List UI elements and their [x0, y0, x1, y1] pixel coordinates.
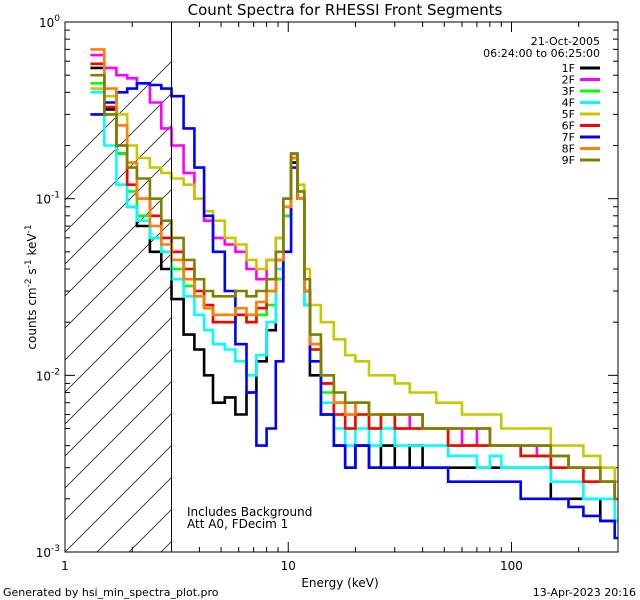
y-label-part-c: keV	[25, 233, 39, 260]
observation-date: 21-Oct-2005	[531, 35, 600, 48]
note-includes-background: Includes Background	[187, 505, 312, 519]
y-tick-label: 100	[39, 14, 60, 30]
x-tick-label: 100	[500, 559, 523, 573]
footer-generator: Generated by hsi_min_spectra_plot.pro	[3, 586, 219, 599]
series-line-9f	[90, 73, 618, 501]
legend-label-7f: 7F	[562, 131, 575, 144]
hatch-line	[65, 220, 172, 329]
hatch-line	[65, 252, 172, 361]
hatch-line	[65, 380, 172, 489]
legend-label-2f: 2F	[562, 74, 575, 87]
y-label-part-b: s	[25, 268, 39, 278]
y-tick-label: 10-2	[36, 367, 60, 383]
x-tick-labels: 1 10 100	[61, 559, 523, 573]
y-label-sup-3: -1	[24, 224, 34, 233]
y-label-sup-1: -2	[24, 278, 34, 287]
y-tick-label: 10-1	[36, 191, 60, 207]
hatch-line	[65, 444, 172, 552]
legend-label-5f: 5F	[562, 108, 575, 121]
hatch-line	[65, 412, 172, 521]
y-label-sup-2: -1	[24, 259, 34, 268]
plot-frame	[64, 21, 619, 553]
observation-time-range: 06:24:00 to 06:25:00	[483, 47, 600, 60]
hatch-line	[65, 284, 172, 393]
x-axis-label: Energy (keV)	[301, 576, 378, 590]
y-label-part-a: counts cm	[25, 287, 39, 349]
hatch-line	[65, 188, 172, 297]
x-tick-label: 10	[281, 559, 296, 573]
y-axis-label: counts cm-2 s-1 keV-1	[24, 224, 39, 349]
y-tick-labels: 100 10-1 10-2 10-3	[36, 14, 61, 560]
hatch-line	[65, 92, 172, 201]
legend-label-8f: 8F	[562, 143, 575, 156]
legend-label-9f: 9F	[562, 154, 575, 167]
hatch-line	[65, 60, 172, 169]
legend-label-1f: 1F	[562, 62, 575, 75]
hatch-lines	[65, 60, 172, 552]
note-attenuator: Att A0, FDecim 1	[187, 517, 288, 531]
y-tick-label: 10-3	[36, 544, 60, 560]
footer-timestamp: 13-Apr-2023 20:16	[533, 586, 636, 599]
chart-title: Count Spectra for RHESSI Front Segments	[188, 1, 503, 19]
legend-label-4f: 4F	[562, 97, 575, 110]
x-tick-label: 1	[61, 559, 69, 573]
hatched-background-region	[65, 60, 172, 552]
legend-label-6f: 6F	[562, 120, 575, 133]
legend-label-3f: 3F	[562, 85, 575, 98]
